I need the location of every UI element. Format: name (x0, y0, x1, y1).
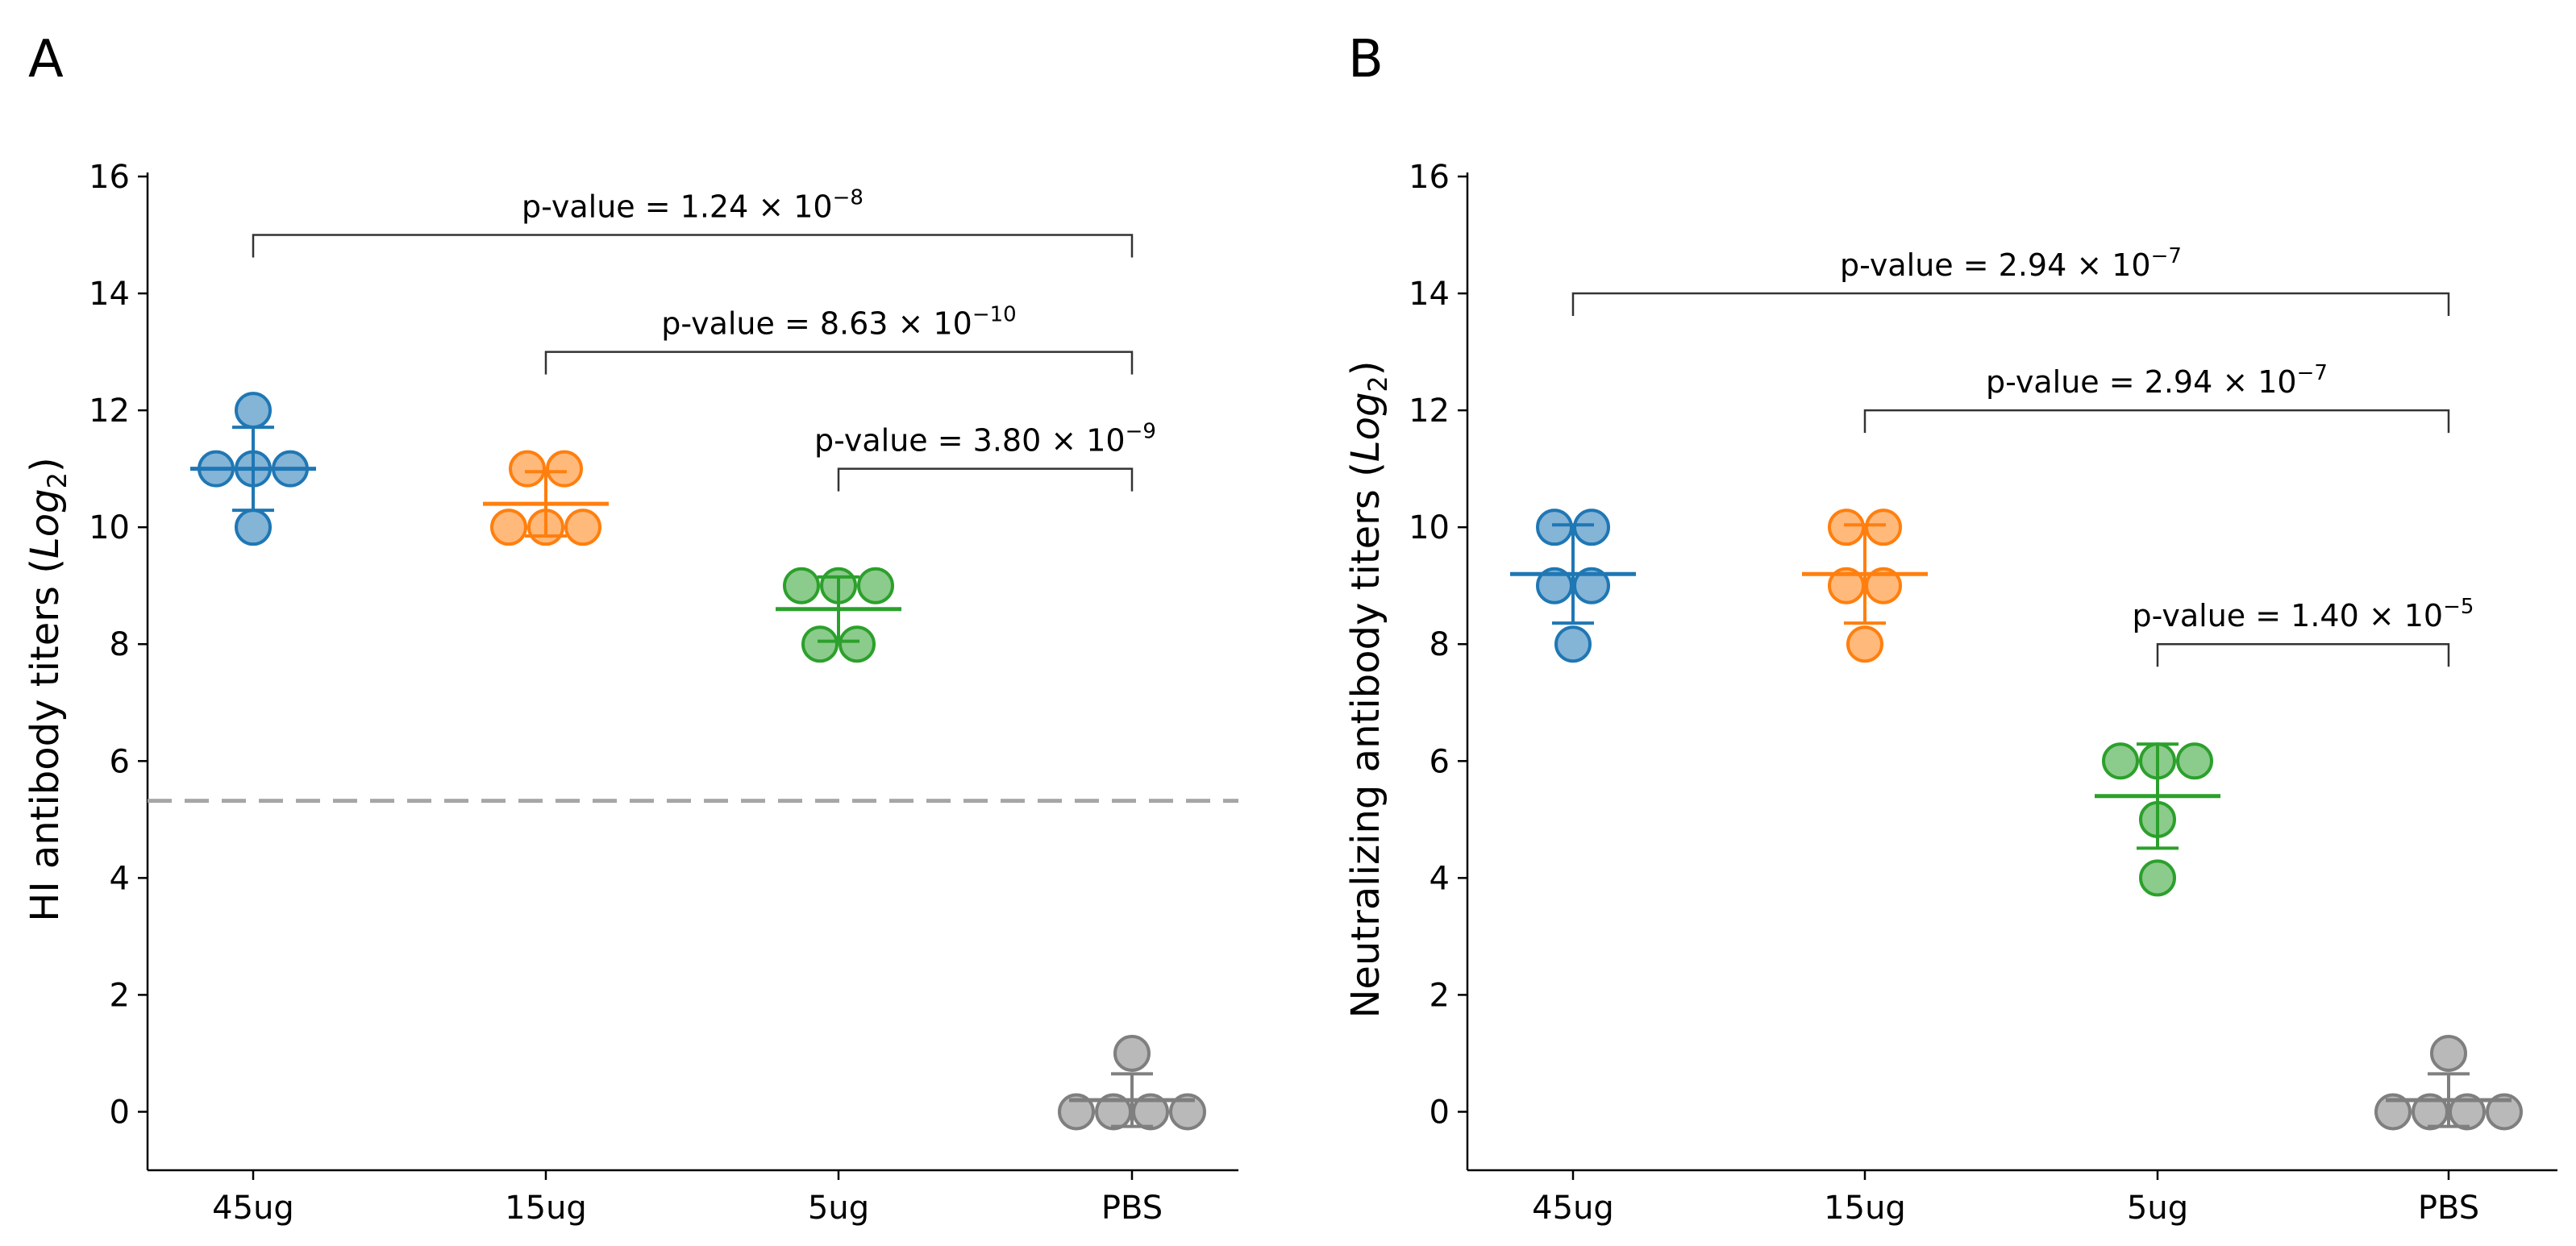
y-tick-label: 6 (1429, 743, 1450, 780)
panel-a: A 0 2 4 6 8 10 12 14 16 45ug 15ug 5ug PBS HI antibody … (23, 30, 1238, 1227)
data-point (1554, 625, 1592, 663)
data-point (2176, 742, 2213, 780)
p-value-exponent: −10 (972, 303, 1017, 327)
y-axis-label: Neutralizing antibody titers (Log2) (1343, 360, 1393, 1018)
p-value-exponent: −5 (2443, 595, 2474, 619)
y-axis-label-paren: ) (1343, 360, 1388, 376)
significance-bracket (544, 351, 1134, 375)
y-tick-label: 0 (110, 1094, 130, 1131)
data-point (1169, 1093, 1206, 1131)
data-point (235, 392, 272, 430)
y-tick-label: 12 (89, 392, 130, 430)
p-value-annotation: p-value = 2.94 × 10−7 (1840, 244, 2182, 283)
p-value-text: p-value = 1.40 × 10 (2133, 598, 2444, 633)
panel-letter: B (1348, 30, 1384, 89)
y-axis-label-log: Log (23, 488, 68, 559)
y-axis-label: HI antibody titers (Log2) (23, 457, 73, 921)
significance-bracket (2156, 642, 2450, 667)
p-value-annotation: p-value = 1.40 × 10−5 (2133, 595, 2474, 633)
x-tick-label: 5ug (2127, 1190, 2188, 1227)
y-tick-label: 16 (89, 159, 130, 196)
data-point (1865, 509, 1902, 546)
p-value-annotation: p-value = 1.24 × 10−8 (522, 186, 864, 225)
data-point (801, 625, 839, 663)
data-point (2139, 859, 2176, 897)
y-tick-label: 12 (1409, 392, 1450, 430)
significance-bracket (1571, 292, 2450, 317)
x-tick-label: 15ug (505, 1190, 587, 1227)
y-axis-label-text: Neutralizing antibody titers (1343, 489, 1388, 1018)
p-value-exponent: −7 (2297, 361, 2328, 385)
data-point (490, 509, 527, 546)
y-tick-label: 10 (1409, 509, 1450, 546)
y-tick-label: 4 (1429, 860, 1450, 897)
x-tick-label: 15ug (1824, 1190, 1906, 1227)
data-point (2374, 1093, 2412, 1131)
y-axis-label-paren: ( (1343, 462, 1388, 489)
p-value-exponent: −7 (2151, 244, 2182, 268)
p-value-text: p-value = 1.24 × 10 (522, 189, 833, 225)
data-point (783, 567, 820, 604)
y-axis-label-log: Log (1343, 392, 1388, 463)
y-tick-label: 8 (1429, 626, 1450, 663)
panel-b: B 0 2 4 6 8 10 12 14 16 45ug 15ug 5ug PBS Neutralizing… (1343, 30, 2557, 1227)
panel-letter: A (28, 30, 64, 89)
y-tick-label: 6 (110, 743, 130, 780)
p-value-annotation: p-value = 8.63 × 10−10 (661, 303, 1016, 342)
p-value-text: p-value = 8.63 × 10 (661, 306, 972, 342)
data-point (235, 509, 272, 546)
data-point (1828, 509, 1865, 546)
y-tick-label: 0 (1429, 1094, 1450, 1131)
significance-bracket (252, 234, 1134, 258)
p-value-exponent: −8 (833, 186, 864, 210)
x-tick-label: PBS (2418, 1190, 2479, 1227)
data-point (839, 625, 876, 663)
y-axis-label-subscript: 2 (1363, 376, 1393, 392)
p-value-exponent: −9 (1126, 420, 1156, 444)
y-tick-label: 2 (110, 977, 130, 1014)
y-tick-label: 8 (110, 626, 130, 663)
data-point (2430, 1034, 2467, 1072)
y-tick-label: 2 (1429, 977, 1450, 1014)
data-point (1573, 509, 1610, 546)
x-tick-label: 45ug (1532, 1190, 1614, 1227)
x-tick-label: PBS (1101, 1190, 1163, 1227)
significance-bracket (837, 467, 1134, 492)
data-point (1058, 1093, 1095, 1131)
data-point (1536, 509, 1573, 546)
p-value-text: p-value = 2.94 × 10 (1986, 364, 2297, 400)
significance-bracket (1863, 409, 2450, 434)
data-point (564, 509, 601, 546)
y-axis-label-subscript: 2 (42, 472, 73, 488)
data-point (2102, 742, 2139, 780)
data-point (857, 567, 894, 604)
p-value-annotation: p-value = 2.94 × 10−7 (1986, 361, 2328, 400)
x-tick-label: 45ug (212, 1190, 294, 1227)
p-value-annotation: p-value = 3.80 × 10−9 (814, 420, 1156, 459)
p-value-text: p-value = 3.80 × 10 (814, 423, 1126, 459)
y-tick-label: 14 (1409, 276, 1450, 313)
y-tick-label: 10 (89, 509, 130, 546)
y-axis-label-paren: ) (23, 457, 68, 472)
y-tick-label: 4 (110, 860, 130, 897)
data-point (2486, 1093, 2523, 1131)
y-tick-label: 16 (1409, 159, 1450, 196)
y-axis-label-paren: ( (23, 559, 68, 586)
data-point (1846, 625, 1883, 663)
data-point (509, 450, 546, 488)
data-point (546, 450, 583, 488)
data-point (1113, 1034, 1151, 1072)
x-tick-label: 5ug (808, 1190, 869, 1227)
y-axis-label-text: HI antibody titers (23, 586, 68, 922)
y-tick-label: 14 (89, 276, 130, 313)
p-value-text: p-value = 2.94 × 10 (1840, 247, 2151, 283)
